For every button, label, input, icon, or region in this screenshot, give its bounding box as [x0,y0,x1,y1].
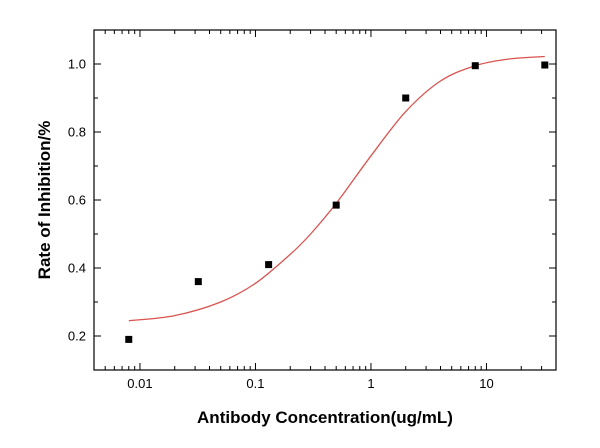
data-point [194,278,202,286]
plot-frame [93,29,557,371]
y-tick-label: 0.4 [68,261,86,276]
x-tick-label: 1 [367,376,374,391]
data-point [402,94,410,102]
y-axis-title: Rate of Inhibition/% [35,121,54,280]
data-point [265,261,273,269]
points-layer [125,61,549,343]
fit-curve [128,55,545,322]
data-point [332,201,340,209]
ticks-layer [94,30,556,371]
fit-layer [128,55,545,322]
labels-layer: 0.01 0.1 1 10 0.2 0.4 0.6 0.8 1.0 [68,57,494,392]
x-axis-title: Antibody Concentration(ug/mL) [197,408,453,427]
data-point [125,335,133,343]
y-tick-label: 0.8 [68,125,86,140]
y-tick-label: 1.0 [68,57,86,72]
x-tick-label: 10 [479,376,493,391]
data-point [541,61,549,69]
y-tick-label: 0.2 [68,329,86,344]
y-tick-label: 0.6 [68,193,86,208]
x-tick-label: 0.01 [127,376,152,391]
x-tick-label: 0.1 [246,376,264,391]
data-point [471,62,479,70]
